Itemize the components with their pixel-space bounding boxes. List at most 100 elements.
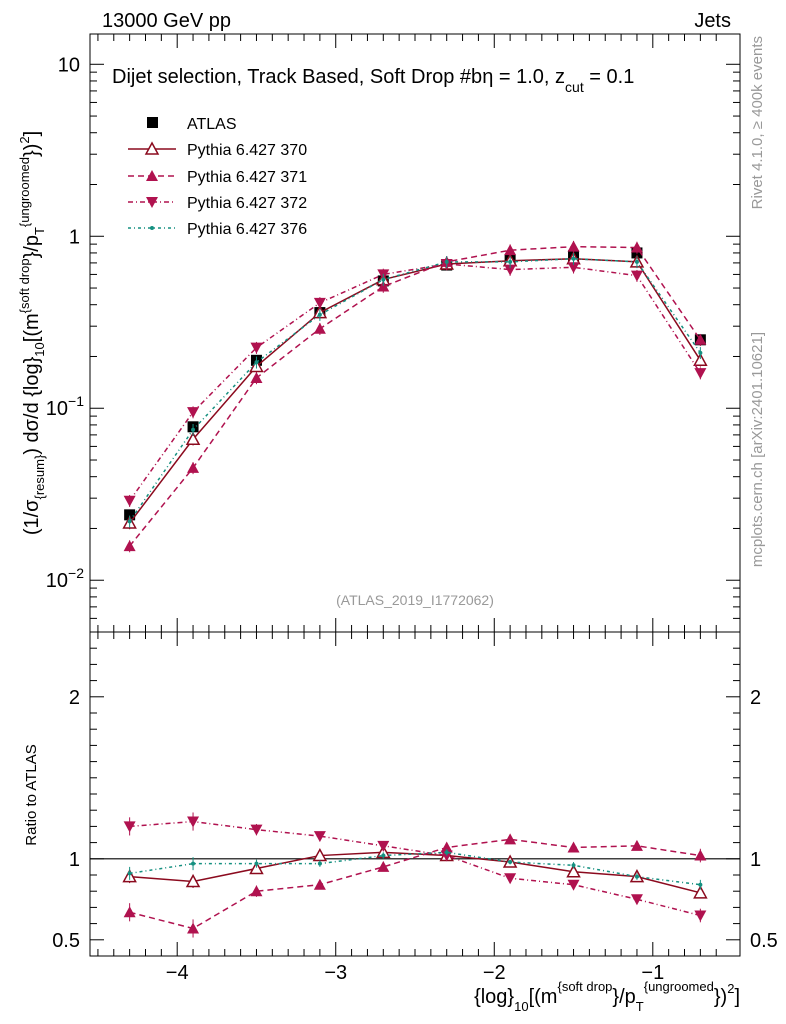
ratio-point-2 — [694, 910, 707, 922]
ylabel-h: T — [32, 227, 47, 235]
series-line-0 — [129, 258, 701, 524]
ratio-point-1 — [440, 841, 453, 853]
ratio-point-0 — [185, 873, 201, 888]
series-point-2 — [630, 270, 643, 282]
title-eta: η = 1.0, z — [482, 66, 565, 88]
xlabel-a: {log} — [474, 986, 514, 1008]
ylabel-e: [(m — [21, 313, 43, 342]
series-line-1 — [129, 245, 701, 547]
ratio-series-line-3 — [129, 851, 701, 886]
ratio-point-3 — [191, 861, 196, 866]
ratio-point-1 — [567, 841, 580, 853]
ratio-axis-ticks: −4 −3 −2 −1 0.5 0.5 1 1 2 2 — [52, 632, 778, 984]
legend-label-371: Pythia 6.427 371 — [187, 169, 307, 186]
atlas-point — [124, 509, 136, 521]
x-tick-label: −4 — [166, 962, 189, 984]
ratio-point-3 — [634, 874, 639, 879]
ratio-point-2 — [504, 873, 517, 885]
xlabel-c: [(m — [529, 986, 558, 1008]
ratio-point-2 — [377, 840, 390, 852]
ratio-point-1 — [313, 878, 326, 890]
ratio-point-2 — [250, 824, 263, 836]
main-plot-data — [122, 240, 708, 553]
ratio-point-0 — [693, 885, 708, 899]
series-point-1 — [567, 240, 580, 252]
ratio-point-2 — [313, 831, 326, 843]
series-point-3 — [698, 350, 703, 355]
series-point-3 — [508, 259, 513, 264]
ratio-y-tick-label-right: 2 — [750, 687, 761, 709]
series-point-1 — [694, 333, 707, 345]
x-tick-label: −2 — [483, 962, 506, 984]
ratio-point-3 — [508, 860, 513, 865]
rivet-version-label: Rivet 4.1.0, ≥ 400k events — [749, 36, 766, 209]
series-point-1 — [123, 540, 136, 552]
series-point-1 — [313, 322, 326, 334]
ratio-point-3 — [698, 882, 703, 887]
ratio-point-1 — [377, 860, 390, 872]
ylabel-k: 2 — [17, 136, 32, 143]
series-point-1 — [630, 241, 643, 253]
title-cut: cut — [565, 79, 584, 95]
ylabel-j: }) — [21, 144, 43, 157]
series-point-3 — [191, 427, 196, 432]
xlabel-h: }) — [714, 986, 727, 1008]
series-point-2 — [504, 264, 517, 276]
title-main: Dijet selection, Track Based, Soft Drop … — [112, 66, 482, 88]
ratio-point-2 — [123, 821, 136, 833]
ylabel-f: {soft drop — [17, 258, 32, 313]
series-point-1 — [187, 461, 200, 473]
xlabel-g: {ungroomed — [644, 979, 714, 994]
series-point-1 — [504, 244, 517, 256]
ratio-plot-data — [122, 812, 708, 938]
y-tick-label: 10−2 — [46, 565, 84, 592]
series-point-3 — [254, 360, 259, 365]
legend-label-370: Pythia 6.427 370 — [187, 142, 307, 159]
legend-marker-370 — [144, 141, 160, 155]
legend-marker-atlas — [147, 117, 158, 128]
ylabel-l: ] — [21, 131, 43, 137]
ratio-y-tick-label-right: 1 — [750, 849, 761, 871]
legend-label-376: Pythia 6.427 376 — [187, 221, 307, 238]
legend-label-372: Pythia 6.427 372 — [187, 195, 307, 212]
series-point-2 — [313, 297, 326, 309]
xlabel-i: 2 — [727, 981, 734, 996]
header-right: Jets — [694, 10, 731, 32]
main-axis-ticks: 10−2 10−1 1 10 — [46, 34, 740, 633]
series-point-0 — [185, 431, 201, 446]
series-point-3 — [571, 256, 576, 261]
ratio-point-1 — [187, 922, 200, 934]
y-tick-label: 10−1 — [46, 393, 84, 420]
x-tick-label: −3 — [324, 962, 347, 984]
series-point-3 — [127, 519, 132, 524]
title-tail: = 0.1 — [584, 66, 635, 88]
series-line-2 — [129, 263, 701, 502]
ratio-point-3 — [254, 861, 259, 866]
y-axis-label: (1/σ{resum}) dσ/d {log}10[(m{soft drop}/… — [17, 131, 47, 535]
series-point-2 — [187, 407, 200, 419]
ratio-point-1 — [250, 885, 263, 897]
ratio-point-1 — [630, 839, 643, 851]
ratio-point-3 — [444, 850, 449, 855]
series-point-1 — [250, 371, 263, 383]
y-tick-label: 10 — [58, 54, 80, 76]
ratio-point-0 — [566, 864, 581, 878]
legend-marker-376 — [150, 226, 154, 230]
ratio-plot-frame — [89, 631, 741, 957]
xlabel-d: {soft drop — [557, 979, 612, 994]
analysis-watermark: (ATLAS_2019_I1772062) — [336, 592, 494, 608]
ylabel-a: (1/σ — [21, 499, 43, 535]
series-point-3 — [634, 259, 639, 264]
series-point-2 — [567, 262, 580, 274]
series-point-1 — [377, 280, 390, 292]
ratio-point-3 — [571, 863, 576, 868]
series-point-2 — [123, 495, 136, 507]
ratio-point-2 — [567, 879, 580, 891]
ylabel-b: {resum} — [32, 454, 47, 499]
series-point-3 — [444, 259, 449, 264]
legend: ATLAS Pythia 6.427 370 Pythia 6.427 371 … — [128, 116, 307, 238]
ratio-series-line-2 — [129, 820, 701, 917]
xlabel-e: }/p — [612, 986, 635, 1008]
ratio-y-axis-label: Ratio to ATLAS — [23, 744, 40, 845]
y-tick-label: 1 — [69, 226, 80, 248]
